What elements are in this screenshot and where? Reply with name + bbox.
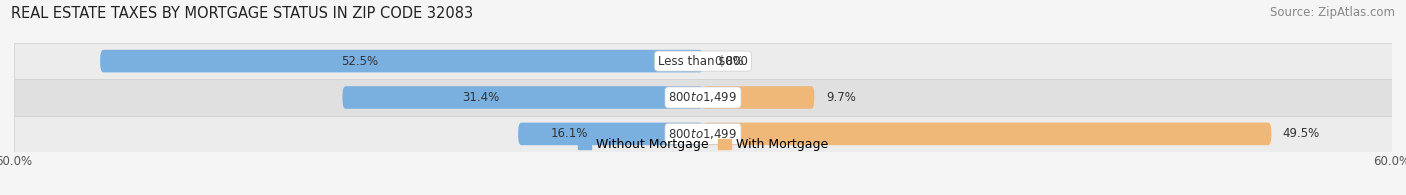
FancyBboxPatch shape — [14, 79, 1392, 116]
Text: $800 to $1,499: $800 to $1,499 — [668, 90, 738, 105]
Text: Source: ZipAtlas.com: Source: ZipAtlas.com — [1270, 6, 1395, 19]
Text: 16.1%: 16.1% — [550, 127, 588, 140]
FancyBboxPatch shape — [519, 123, 703, 145]
Text: 0.0%: 0.0% — [714, 55, 744, 68]
Text: Less than $800: Less than $800 — [658, 55, 748, 68]
Text: 31.4%: 31.4% — [463, 91, 499, 104]
Text: 49.5%: 49.5% — [1282, 127, 1320, 140]
Text: REAL ESTATE TAXES BY MORTGAGE STATUS IN ZIP CODE 32083: REAL ESTATE TAXES BY MORTGAGE STATUS IN … — [11, 6, 474, 21]
Legend: Without Mortgage, With Mortgage: Without Mortgage, With Mortgage — [578, 138, 828, 151]
Text: 9.7%: 9.7% — [825, 91, 856, 104]
Text: 52.5%: 52.5% — [342, 55, 378, 68]
FancyBboxPatch shape — [703, 86, 814, 109]
FancyBboxPatch shape — [100, 50, 703, 72]
FancyBboxPatch shape — [14, 43, 1392, 79]
FancyBboxPatch shape — [14, 116, 1392, 152]
FancyBboxPatch shape — [343, 86, 703, 109]
Text: $800 to $1,499: $800 to $1,499 — [668, 127, 738, 141]
FancyBboxPatch shape — [703, 123, 1271, 145]
